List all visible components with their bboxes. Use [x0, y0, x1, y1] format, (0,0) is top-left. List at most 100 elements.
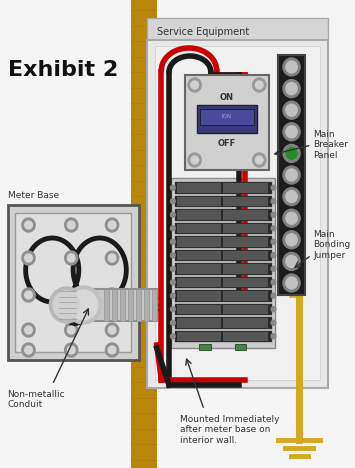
Circle shape — [271, 334, 276, 339]
Circle shape — [22, 251, 35, 265]
Text: Main
Bonding
Jumper: Main Bonding Jumper — [313, 230, 351, 260]
Bar — [177, 183, 221, 192]
Bar — [175, 249, 272, 261]
Circle shape — [65, 251, 78, 265]
Circle shape — [271, 239, 276, 244]
Bar — [185, 75, 269, 170]
Circle shape — [170, 334, 175, 339]
Bar — [223, 224, 268, 233]
Circle shape — [256, 156, 263, 164]
Circle shape — [65, 323, 78, 337]
Circle shape — [271, 280, 276, 285]
Circle shape — [188, 153, 201, 167]
Circle shape — [253, 153, 266, 167]
Circle shape — [108, 254, 116, 262]
Circle shape — [283, 188, 300, 205]
Circle shape — [108, 221, 116, 229]
Circle shape — [271, 212, 276, 217]
Bar — [175, 182, 272, 193]
Bar — [175, 277, 272, 288]
Circle shape — [25, 254, 32, 262]
Bar — [175, 222, 272, 234]
Circle shape — [271, 307, 276, 312]
Bar — [104, 289, 109, 321]
Bar — [175, 209, 272, 220]
Circle shape — [283, 209, 300, 227]
Bar — [177, 278, 221, 287]
Text: ON: ON — [220, 93, 234, 102]
Circle shape — [170, 226, 175, 231]
Circle shape — [25, 346, 32, 354]
Circle shape — [191, 81, 198, 89]
Circle shape — [170, 293, 175, 298]
Circle shape — [170, 239, 175, 244]
Bar — [7, 205, 139, 360]
Circle shape — [67, 254, 75, 262]
Bar — [223, 264, 268, 273]
Circle shape — [188, 78, 201, 92]
Bar — [177, 331, 221, 341]
Circle shape — [283, 252, 300, 271]
Circle shape — [170, 253, 175, 258]
Circle shape — [283, 80, 300, 98]
Circle shape — [286, 212, 297, 224]
Bar — [223, 210, 268, 219]
Circle shape — [286, 104, 297, 116]
Circle shape — [67, 326, 75, 334]
Circle shape — [286, 256, 297, 267]
Text: Service Equipment: Service Equipment — [157, 27, 249, 37]
Circle shape — [22, 218, 35, 232]
Bar — [177, 224, 221, 233]
Bar — [175, 290, 272, 301]
Bar — [131, 0, 157, 468]
Text: Non-metallic
Conduit: Non-metallic Conduit — [7, 390, 65, 410]
Circle shape — [65, 343, 78, 357]
Bar — [120, 289, 125, 321]
Circle shape — [170, 280, 175, 285]
Circle shape — [271, 320, 276, 325]
Circle shape — [286, 169, 297, 181]
Text: ION: ION — [222, 115, 232, 119]
Circle shape — [67, 346, 75, 354]
Circle shape — [105, 323, 119, 337]
Bar — [177, 250, 221, 260]
Text: Mounted Immediately
after meter base on
interior wall.: Mounted Immediately after meter base on … — [180, 415, 280, 445]
Bar — [177, 291, 221, 300]
Circle shape — [105, 251, 119, 265]
Bar — [200, 109, 253, 125]
Bar — [144, 289, 149, 321]
Circle shape — [108, 346, 116, 354]
Bar — [147, 40, 328, 388]
Circle shape — [65, 218, 78, 232]
Bar — [175, 304, 272, 315]
Bar — [15, 213, 131, 352]
Bar — [278, 55, 305, 295]
Bar — [197, 105, 257, 133]
Bar — [175, 330, 272, 342]
Bar — [223, 278, 268, 287]
Text: Exhibit 2: Exhibit 2 — [7, 60, 118, 80]
Circle shape — [22, 343, 35, 357]
Bar — [128, 289, 133, 321]
Bar — [223, 331, 268, 341]
Bar — [200, 344, 211, 350]
Bar — [223, 237, 268, 247]
Bar — [177, 264, 221, 273]
Circle shape — [170, 307, 175, 312]
Circle shape — [286, 82, 297, 95]
Circle shape — [105, 218, 119, 232]
Bar — [113, 289, 117, 321]
Circle shape — [65, 288, 78, 302]
Circle shape — [271, 293, 276, 298]
Circle shape — [170, 199, 175, 204]
Circle shape — [283, 145, 300, 162]
Circle shape — [286, 234, 297, 246]
Circle shape — [22, 323, 35, 337]
Circle shape — [170, 185, 175, 190]
Bar — [223, 250, 268, 260]
Bar — [152, 289, 157, 321]
Circle shape — [283, 123, 300, 141]
Circle shape — [256, 81, 263, 89]
Circle shape — [283, 274, 300, 292]
Bar — [177, 210, 221, 219]
